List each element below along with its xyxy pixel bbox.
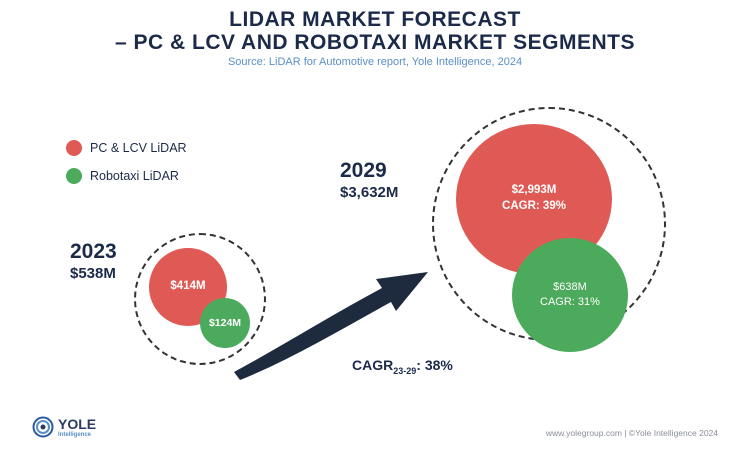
year-2029-label: 2029 [340, 159, 387, 182]
yole-logo: YOLE Intelligence [32, 416, 96, 438]
year-2023-block: 2023 $538M [70, 240, 117, 282]
cagr-label-pc-lcv-2029: CAGR: 39% [502, 200, 566, 212]
value-label-pc-lcv-2023: $414M [170, 280, 206, 293]
footer-credits: www.yolegroup.com | ©Yole Intelligence 2… [545, 428, 718, 438]
legend-swatch-robotaxi [66, 168, 82, 184]
year-2029-block: 2029 $3,632M [340, 159, 398, 201]
cagr-overall-subscript: 23-29 [393, 365, 417, 376]
logo-subtext: Intelligence [58, 431, 92, 438]
yole-logo-icon [32, 416, 54, 438]
total-2029-label: $3,632M [340, 184, 399, 201]
cagr-overall-prefix: CAGR [352, 357, 394, 373]
chart-subtitle: – PC & LCV AND ROBOTAXI MARKET SEGMENTS [114, 31, 636, 54]
year-2023-label: 2023 [70, 240, 117, 263]
total-2023-label: $538M [70, 265, 116, 282]
cagr-overall-value: : 38% [416, 357, 453, 373]
legend-swatch-pc-lcv [66, 140, 82, 156]
cagr-overall-label: CAGR23-29: 38% [352, 357, 453, 376]
ring-2023 [134, 233, 266, 365]
legend-label-pc-lcv: PC & LCV LiDAR [90, 141, 187, 155]
value-label-robotaxi-2029: $638M [553, 281, 587, 294]
value-label-robotaxi-2023: $124M [208, 316, 242, 329]
chart-title: LIDAR MARKET FORECAST [229, 8, 521, 31]
logo-wordmark: YOLE [58, 415, 97, 432]
legend-label-robotaxi: Robotaxi LiDAR [90, 169, 179, 183]
legend: PC & LCV LiDAR Robotaxi LiDAR [66, 136, 187, 192]
source-note: Source: LiDAR for Automotive report, Yol… [227, 56, 523, 68]
cagr-label-robotaxi-2029: CAGR: 31% [540, 296, 600, 308]
value-label-pc-lcv-2029: $2,993M [511, 184, 557, 197]
legend-item-pc-lcv: PC & LCV LiDAR [66, 136, 187, 160]
bubble-robotaxi-2029: $638M CAGR: 31% [512, 238, 628, 352]
bubble-robotaxi-2023: $124M [200, 298, 250, 348]
legend-item-robotaxi: Robotaxi LiDAR [66, 164, 187, 188]
